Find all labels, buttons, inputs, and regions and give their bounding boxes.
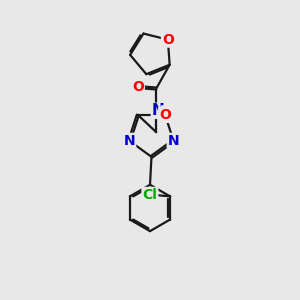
Text: N: N [124,134,135,148]
Text: O: O [159,108,171,122]
Text: O: O [132,80,144,94]
Text: N: N [152,103,164,118]
Text: N: N [168,134,179,148]
Text: Cl: Cl [142,188,157,202]
Text: H: H [161,106,172,118]
Text: O: O [162,33,174,46]
